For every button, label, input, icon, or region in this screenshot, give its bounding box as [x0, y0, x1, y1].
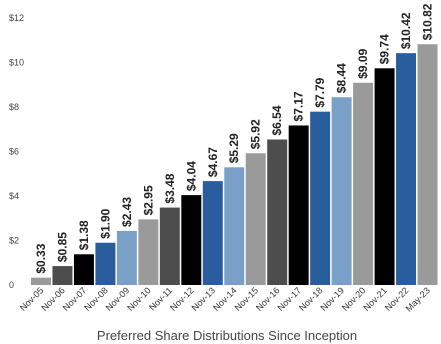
- y-tick-label: $2: [9, 236, 19, 246]
- data-label: $5.92: [249, 119, 263, 149]
- bar-nov-10: [138, 219, 159, 285]
- y-tick-label: 0: [9, 280, 14, 290]
- bar-nov-12: [181, 195, 202, 285]
- bar-nov-18: [310, 111, 331, 285]
- bar-nov-05: [31, 277, 51, 285]
- data-label: $1.90: [98, 208, 112, 238]
- x-tick-label: May-23: [404, 285, 432, 313]
- bar-nov-07: [73, 254, 94, 285]
- data-label: $3.48: [163, 173, 177, 203]
- data-label: $10.82: [421, 3, 435, 40]
- data-label: $0.85: [55, 232, 69, 262]
- data-label: $9.74: [378, 34, 392, 64]
- y-tick-label: $6: [9, 147, 19, 157]
- bar-nov-22: [396, 53, 417, 285]
- y-tick-label: $12: [9, 13, 24, 23]
- data-label: $10.42: [399, 12, 413, 49]
- bar-nov-11: [159, 207, 180, 285]
- x-axis-title: Preferred Share Distributions Since Ince…: [97, 328, 357, 343]
- y-axis: 0 $2 $4 $6 $8 $10 $12: [9, 13, 24, 290]
- bar-nov-17: [288, 125, 309, 285]
- y-tick-label: $10: [9, 58, 24, 68]
- data-label: $7.79: [313, 77, 327, 107]
- bar-nov-19: [331, 97, 352, 286]
- bar-nov-20: [353, 82, 374, 285]
- data-label: $7.17: [292, 91, 306, 121]
- x-tick-label: Nov-10: [125, 285, 153, 313]
- bars: $0.33 $0.85 $1.38 $1.90 $2.43 $2.95 $3.48 $4.04…: [31, 3, 438, 286]
- data-label: $4.04: [184, 161, 198, 191]
- bar-nov-06: [52, 266, 73, 285]
- data-label: $5.29: [227, 133, 241, 163]
- data-label: $6.54: [270, 105, 284, 135]
- data-label: $0.33: [34, 243, 48, 273]
- bar-nov-09: [116, 230, 137, 285]
- x-axis: Nov-05Nov-06Nov-07Nov-08Nov-09Nov-10Nov-…: [18, 285, 432, 313]
- data-label: $2.95: [141, 185, 155, 215]
- bar-nov-15: [245, 153, 266, 285]
- bar-nov-14: [224, 167, 245, 285]
- y-tick-label: $4: [9, 191, 19, 201]
- data-label: $8.44: [335, 63, 349, 93]
- bar-nov-16: [267, 139, 288, 285]
- bar-nov-21: [374, 68, 395, 285]
- data-label: $4.67: [206, 147, 220, 177]
- bar-nov-13: [202, 181, 223, 285]
- y-tick-label: $8: [9, 102, 19, 112]
- data-label: $1.38: [77, 220, 91, 250]
- bar-nov-08: [95, 242, 116, 285]
- data-label: $9.09: [356, 48, 370, 78]
- bar-may-23: [417, 44, 438, 285]
- data-label: $2.43: [120, 197, 134, 227]
